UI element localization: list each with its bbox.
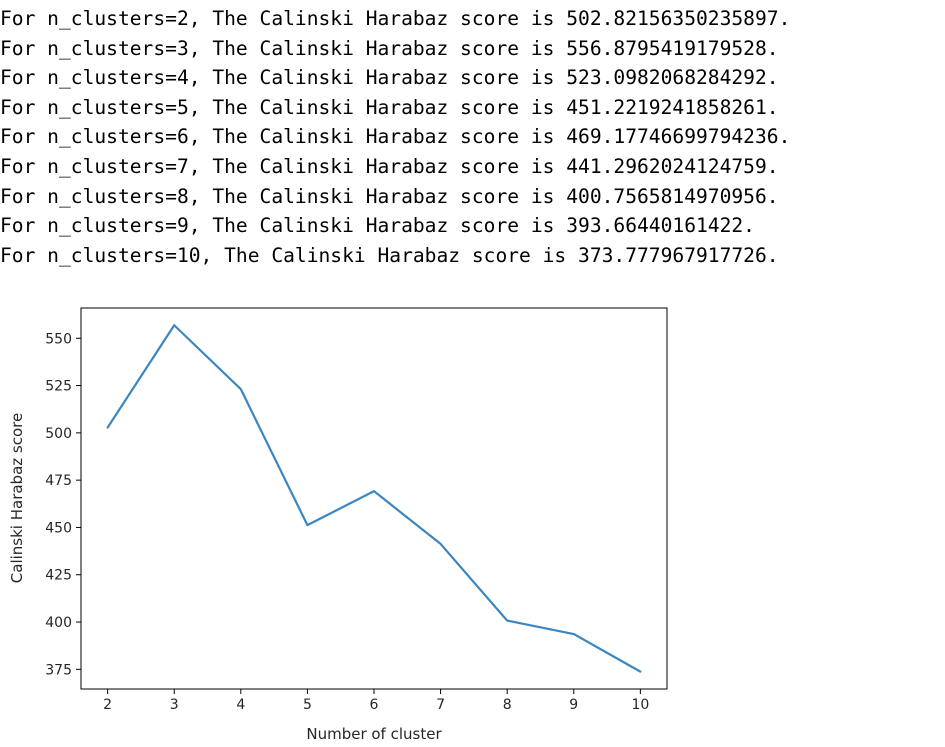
x-tick-label: 4 [236,697,245,713]
output-line: For n_clusters=9, The Calinski Harabaz s… [0,214,755,238]
y-axis-label: Calinski Harabaz score [8,413,26,583]
x-tick-label: 2 [103,697,112,713]
x-axis-label: Number of cluster [306,725,442,743]
x-tick-label: 7 [436,697,445,713]
output-line: For n_clusters=3, The Calinski Harabaz s… [0,36,779,60]
output-line: For n_clusters=2, The Calinski Harabaz s… [0,7,791,30]
plot-area-frame [80,307,668,690]
y-tick-label: 550 [45,331,72,347]
y-tick-label: 525 [45,379,72,395]
output-line: For n_clusters=7, The Calinski Harabaz s… [0,154,779,178]
x-tick-label: 5 [303,697,312,713]
cell-output: For n_clusters=2, The Calinski Harabaz s… [0,4,790,270]
y-tick-label: 475 [45,473,72,489]
output-line: For n_clusters=10, The Calinski Harabaz … [0,243,779,267]
output-line: For n_clusters=4, The Calinski Harabaz s… [0,66,779,90]
series-line [106,324,642,673]
line-chart: 2 3 4 5 6 7 8 9 10 375 400 425 450 475 500 525 550 Numbe… [8,307,668,743]
output-line: For n_clusters=5, The Calinski Harabaz s… [0,95,779,119]
output-line: For n_clusters=6, The Calinski Harabaz s… [0,125,791,149]
x-tick-label: 10 [631,697,649,713]
output-line: For n_clusters=8, The Calinski Harabaz s… [0,184,779,208]
series-layer [106,324,642,673]
x-tick-label: 8 [503,697,512,713]
y-tick-label: 375 [45,662,72,678]
x-tick-label: 3 [170,697,179,713]
ticks-layer: 2 3 4 5 6 7 8 9 10 375 400 425 450 475 500 525 550 [45,331,649,713]
y-tick-label: 425 [45,568,72,584]
y-tick-label: 450 [45,520,72,536]
y-tick-label: 400 [45,615,72,631]
x-tick-label: 9 [569,697,578,713]
x-tick-label: 6 [370,697,379,713]
y-tick-label: 500 [45,426,72,442]
